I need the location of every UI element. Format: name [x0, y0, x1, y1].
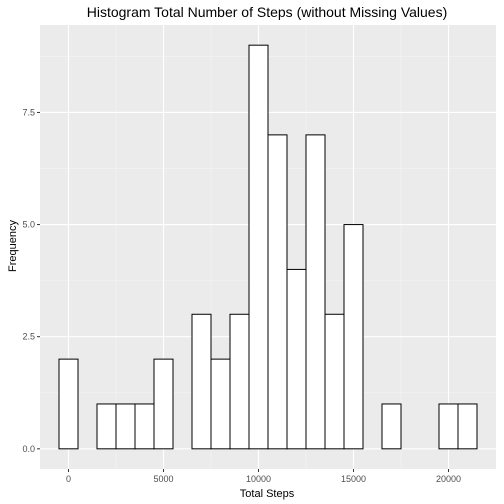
histogram-bar	[267, 134, 288, 450]
histogram-bar	[58, 358, 79, 450]
histogram-bar	[210, 358, 231, 450]
histogram-bar	[96, 403, 117, 450]
histogram-bar	[286, 268, 307, 450]
histogram-bar	[134, 403, 155, 450]
y-tick-label: 5.0	[22, 220, 35, 230]
histogram-bar	[229, 313, 250, 450]
histogram-bar	[381, 403, 402, 450]
histogram-bar	[305, 134, 326, 450]
x-tick-label: 0	[66, 474, 71, 484]
histogram-bar	[324, 313, 345, 450]
x-axis-title: Total Steps	[240, 488, 295, 500]
histogram-bar	[153, 358, 174, 450]
x-tick-label: 20000	[436, 474, 461, 484]
y-axis: 0.0 2.5 5.0 7.5	[22, 107, 40, 454]
x-axis: 0 5000 10000 15000 20000	[66, 469, 461, 484]
histogram-bar	[457, 403, 478, 450]
y-tick-label: 0.0	[22, 444, 35, 454]
histogram-bar	[343, 224, 364, 450]
x-tick-label: 10000	[246, 474, 271, 484]
histogram-bar	[248, 44, 269, 450]
histogram-bars	[58, 44, 478, 450]
y-axis-title: Frequency	[7, 220, 19, 272]
histogram-bar	[438, 403, 459, 450]
chart-title: Histogram Total Number of Steps (without…	[87, 4, 448, 20]
y-tick-label: 2.5	[22, 332, 35, 342]
x-tick-label: 5000	[153, 474, 173, 484]
x-tick-label: 15000	[341, 474, 366, 484]
y-tick-label: 7.5	[22, 107, 35, 117]
histogram-bar	[191, 313, 212, 450]
histogram-bar	[115, 403, 136, 450]
